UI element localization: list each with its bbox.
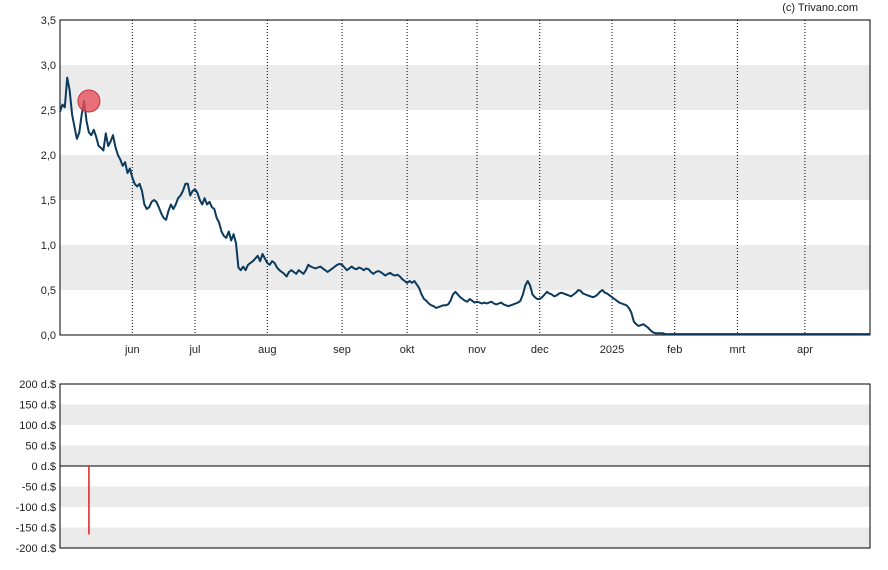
x-tick-label: 2025 <box>600 344 624 356</box>
y-tick-label: 3,5 <box>41 15 56 27</box>
y-tick-label: 3,0 <box>41 60 56 72</box>
volume-y-tick-label: -100 d.$ <box>16 502 56 514</box>
volume-y-tick-label: 0 d.$ <box>32 461 56 473</box>
x-tick-label: mrt <box>729 344 745 356</box>
volume-y-tick-label: 200 d.$ <box>19 379 56 391</box>
y-tick-label: 2,0 <box>41 150 56 162</box>
price-line <box>59 76 870 336</box>
x-tick-label: sep <box>333 344 351 356</box>
y-tick-label: 1,0 <box>41 240 56 252</box>
volume-band <box>60 527 870 548</box>
volume-y-tick-label: -150 d.$ <box>16 523 56 535</box>
price-band <box>60 65 870 110</box>
x-tick-label: okt <box>400 344 415 356</box>
volume-y-tick-label: -50 d.$ <box>22 482 56 494</box>
y-tick-label: 1,5 <box>41 195 56 207</box>
volume-band <box>60 486 870 507</box>
volume-y-tick-label: 50 d.$ <box>25 441 56 453</box>
x-tick-label: apr <box>797 344 813 356</box>
x-tick-label: dec <box>531 344 549 356</box>
x-tick-label: jul <box>188 344 200 356</box>
x-tick-label: nov <box>468 344 486 356</box>
price-band <box>60 245 870 290</box>
volume-y-tick-label: 100 d.$ <box>19 420 56 432</box>
price-frame <box>59 19 871 336</box>
price-panel: jun jul aug sep okt nov dec 2025 feb mrt apr 0,0 0,5… <box>41 15 871 356</box>
volume-band <box>60 445 870 466</box>
volume-frame <box>59 383 871 549</box>
volume-band <box>60 404 870 425</box>
x-tick-label: aug <box>258 344 276 356</box>
volume-panel: 200 d.$ 150 d.$ 100 d.$ 50 d.$ 0 d.$ -50 d.$ -… <box>16 379 871 555</box>
y-tick-label: 0,5 <box>41 285 56 297</box>
y-tick-label: 0,0 <box>41 330 56 342</box>
volume-y-tick-label: 150 d.$ <box>19 400 56 412</box>
y-tick-label: 2,5 <box>41 105 56 117</box>
event-marker <box>77 89 101 113</box>
volume-y-tick-label: -200 d.$ <box>16 543 56 555</box>
x-tick-label: jun <box>124 344 140 356</box>
x-tick-label: feb <box>667 344 682 356</box>
copyright-label: (c) Trivano.com <box>782 2 858 14</box>
price-band <box>60 155 870 200</box>
